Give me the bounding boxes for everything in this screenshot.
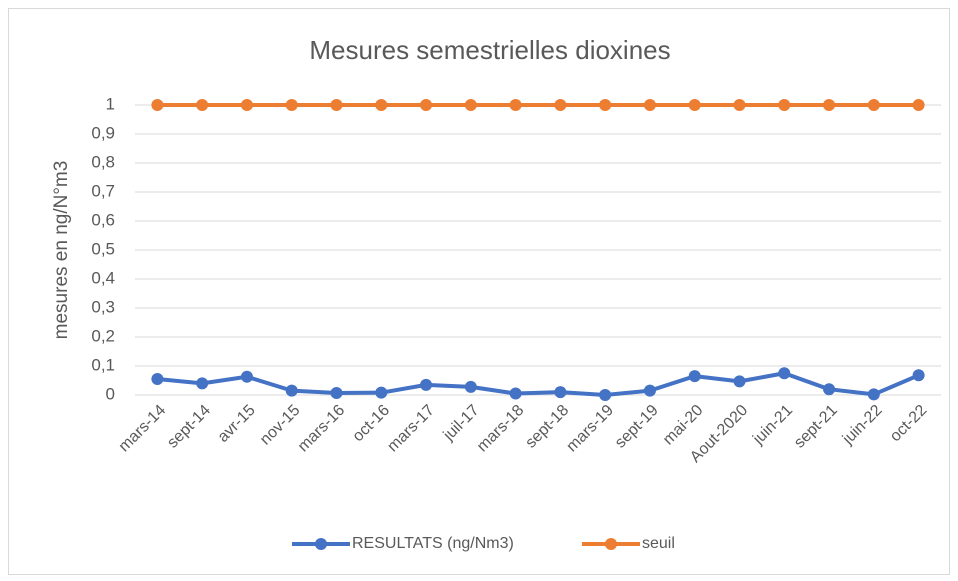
marker [688, 99, 701, 111]
y-tick-label: 0,8 [91, 152, 115, 171]
marker [867, 388, 880, 401]
marker [867, 99, 880, 111]
chart-border [8, 8, 950, 575]
marker [196, 99, 209, 111]
marker [688, 370, 701, 383]
marker [912, 369, 925, 382]
y-tick-label: 0,4 [91, 268, 115, 287]
chart-title: Mesures semestrielles dioxines [309, 35, 670, 65]
marker [643, 99, 656, 111]
marker [285, 384, 298, 397]
marker [330, 386, 343, 399]
legend-marker [605, 538, 617, 550]
marker [599, 389, 612, 401]
marker [464, 99, 477, 111]
series-line [157, 371, 920, 397]
y-tick-label: 0 [106, 384, 115, 403]
y-axis-label: mesures en ng/N°m3 [51, 161, 72, 340]
marker [823, 99, 836, 111]
marker [330, 99, 343, 111]
marker [599, 99, 612, 111]
marker [375, 99, 388, 111]
marker [733, 375, 746, 388]
marker [285, 99, 298, 111]
marker [554, 386, 567, 399]
y-tick-label: 0,1 [91, 355, 115, 374]
y-tick-label: 0,3 [91, 297, 115, 316]
marker [240, 99, 253, 111]
marker [823, 383, 836, 396]
marker [912, 99, 925, 111]
legend-label: seuil [642, 535, 675, 552]
marker [375, 386, 388, 399]
marker [643, 384, 656, 397]
marker [196, 377, 209, 390]
marker [509, 387, 522, 400]
marker [509, 99, 522, 111]
y-tick-label: 0,2 [91, 326, 115, 345]
marker [778, 99, 791, 111]
marker [778, 367, 791, 380]
y-tick-label: 1 [106, 94, 115, 113]
y-tick-label: 0,6 [91, 210, 115, 229]
y-tick-label: 0,9 [91, 123, 115, 142]
marker [420, 378, 433, 391]
marker [151, 99, 164, 111]
marker [554, 99, 567, 111]
marker [420, 99, 433, 111]
y-tick-label: 0,5 [91, 239, 115, 258]
marker [733, 99, 746, 111]
legend-marker [315, 538, 327, 550]
y-tick-label: 0,7 [91, 181, 115, 200]
marker [464, 380, 477, 393]
legend-label: RESULTATS (ng/Nm3) [352, 535, 514, 552]
marker [151, 373, 164, 386]
marker [240, 370, 253, 383]
